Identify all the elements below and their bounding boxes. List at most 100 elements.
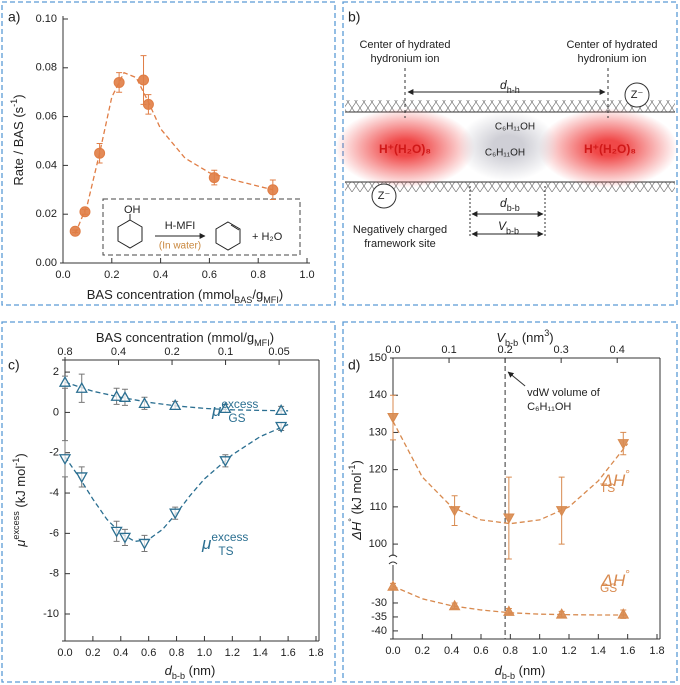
charge-label: Z⁻: [378, 190, 391, 202]
x-tick-label: 0.8: [251, 269, 266, 281]
label-part: ΔH: [601, 471, 626, 490]
byproduct-label: + H₂O: [252, 231, 283, 243]
label-part: ): [549, 330, 553, 345]
y-axis-title: Rate / BAS (s-1): [9, 94, 26, 185]
label-part: °: [347, 518, 357, 522]
data-point: [142, 98, 154, 110]
label-part: MFI: [263, 295, 279, 305]
y-tick-label: -30: [371, 597, 387, 609]
series-annotation: μexcess TS: [201, 530, 248, 558]
x2-tick-label: 0.4: [610, 344, 625, 356]
data-point: [275, 421, 288, 433]
center-label: hydronium ion: [370, 53, 439, 65]
data-point: [219, 456, 232, 468]
label-part: -1: [9, 99, 19, 107]
x2-tick-label: 0.8: [57, 346, 72, 358]
data-point: [58, 375, 72, 387]
y-tick-label: 0.10: [36, 13, 57, 25]
label-part: ): [11, 94, 26, 98]
label-part: GS: [228, 411, 245, 425]
label-part: ΔH: [601, 571, 626, 590]
data-point: [138, 397, 151, 408]
label-part: (nm): [515, 663, 545, 678]
label-part: -1: [347, 464, 357, 472]
label-part: °: [625, 567, 630, 581]
x-tick-label: 0.4: [113, 647, 128, 659]
label-part: 3: [544, 328, 549, 338]
center-label: hydronium ion: [577, 53, 646, 65]
y-tick-label: 140: [369, 389, 387, 401]
y-tick-label: -6: [49, 527, 59, 539]
ion-label: H⁺(H₂O)₈: [379, 142, 431, 156]
data-point: [448, 599, 461, 611]
label-part: excess: [211, 530, 248, 544]
site-label: Negatively charged: [353, 224, 447, 236]
series-annotation: μexcess GS: [211, 397, 258, 425]
series-annotation: ΔH° TS: [600, 467, 630, 495]
x-tick-label: 1.6: [280, 647, 295, 659]
data-point: [555, 608, 568, 619]
y-tick-label: 120: [369, 464, 387, 476]
label-part: MFI: [254, 338, 270, 348]
label-part: μ: [201, 534, 212, 553]
label-part: TS: [218, 544, 233, 558]
data-point: [69, 225, 81, 237]
condition-label: (In water): [159, 241, 201, 252]
label-part: excess: [221, 397, 258, 411]
y-tick-label: 0.08: [36, 62, 57, 74]
x2-axis-title: BAS concentration (mmol/gMFI): [96, 330, 274, 348]
y-tick-label: -40: [371, 625, 387, 637]
label-part: (kJ mol: [349, 472, 364, 518]
data-point: [138, 538, 151, 550]
x2-tick-label: 0.3: [554, 344, 569, 356]
note-text: vdW volume of: [527, 387, 601, 399]
data-point: [448, 506, 461, 517]
x-tick-label: 0.0: [57, 647, 72, 659]
x-tick-label: 1.0: [299, 269, 314, 281]
y-tick-label: -2: [49, 447, 59, 459]
label-part: TS: [600, 481, 615, 495]
y-tick-label: 100: [369, 538, 387, 550]
label-part: b-b: [502, 671, 515, 681]
catalyst-label: H-MFI: [165, 220, 196, 232]
label-part: ): [349, 460, 364, 464]
label-part: °: [625, 467, 630, 481]
data-point: [94, 147, 106, 159]
data-point: [138, 74, 150, 86]
note-text: C₆H₁₁OH: [527, 401, 571, 413]
label-part: BAS: [234, 295, 252, 305]
label-part: Rate / BAS (s: [11, 106, 26, 185]
center-label: Center of hydrated: [359, 39, 450, 51]
x2-tick-label: 0.2: [164, 346, 179, 358]
panel-label: d): [348, 357, 360, 373]
x-axis-title: BAS concentration (mmolBAS/gMFI): [87, 287, 283, 305]
data-point: [555, 506, 568, 517]
data-point: [58, 454, 72, 466]
label-part: (kJ mol: [13, 466, 28, 512]
y-tick-label: 0.06: [36, 111, 57, 123]
label-part: d: [495, 663, 503, 678]
label-part: GS: [600, 581, 617, 595]
data-point: [118, 532, 132, 544]
x-tick-label: 0.6: [473, 645, 488, 657]
x2-tick-label: 0.0: [385, 344, 400, 356]
label-part: b-b: [505, 338, 518, 348]
x-tick-label: 1.8: [308, 647, 323, 659]
label-part: ΔH: [349, 521, 364, 541]
x-tick-label: 0.8: [169, 647, 184, 659]
distance-label: db-b: [500, 196, 520, 213]
x-tick-label: 0.2: [415, 645, 430, 657]
x-tick-label: 1.2: [561, 645, 576, 657]
data-point: [387, 413, 399, 424]
label-part: excess: [11, 511, 21, 540]
x2-tick-label: 0.05: [268, 346, 289, 358]
data-point: [79, 206, 91, 218]
y-tick-label: 0.02: [36, 208, 57, 220]
label-part: (nm: [518, 330, 544, 345]
label-part: d: [165, 663, 173, 678]
site-label: framework site: [364, 238, 436, 250]
x2-tick-label: 0.4: [111, 346, 126, 358]
data-point: [110, 389, 123, 401]
label-part: BAS concentration (mmol: [87, 287, 235, 302]
x-tick-label: 0.8: [503, 645, 518, 657]
